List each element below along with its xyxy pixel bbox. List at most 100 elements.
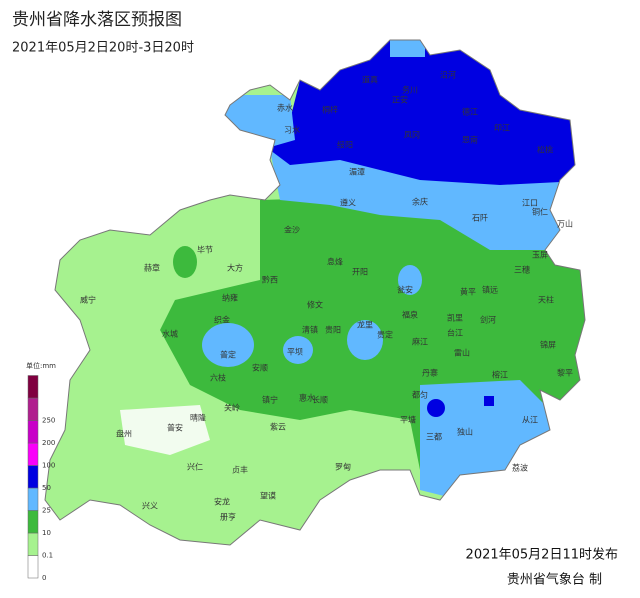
city-label: 册亨 [220, 512, 236, 522]
city-label: 三都 [426, 433, 442, 442]
city-label: 关岭 [224, 403, 240, 413]
city-label: 三穗 [514, 265, 530, 275]
city-label: 正安 [392, 95, 408, 105]
legend-label: 200 [42, 439, 55, 447]
city-label: 清镇 [302, 325, 318, 335]
city-label: 罗甸 [335, 462, 351, 472]
city-label: 绥阳 [337, 140, 353, 150]
city-label: 榕江 [492, 370, 508, 380]
city-label: 惠水 [299, 393, 315, 403]
city-label: 台江 [447, 328, 463, 338]
city-label: 锦屏 [540, 340, 556, 350]
city-label: 毕节 [197, 245, 213, 255]
city-label: 麻江 [412, 337, 428, 347]
city-label: 贵阳 [325, 325, 341, 335]
legend-label: 50 [42, 484, 51, 492]
area-heavy-rain [390, 40, 425, 57]
city-label: 万山 [557, 219, 573, 229]
city-label: 纳雍 [222, 293, 238, 303]
city-label: 普定 [220, 350, 236, 360]
city-label: 大方 [227, 263, 243, 273]
city-label: 印江 [494, 124, 510, 133]
area-heavy-rain [202, 323, 254, 367]
city-label: 思南 [462, 135, 478, 145]
city-label: 威宁 [80, 295, 96, 305]
city-label: 雷山 [454, 348, 470, 358]
city-label: 赤水 [277, 103, 293, 113]
area-heavy-rain [398, 265, 422, 295]
legend-label: 0 [42, 574, 46, 582]
legend-swatch [27, 442, 39, 466]
city-label: 盘州 [116, 429, 132, 439]
city-label: 黄平 [460, 287, 476, 297]
area-heavy-rain [347, 320, 383, 360]
city-label: 松桃 [537, 145, 553, 155]
legend-swatch [27, 397, 39, 421]
city-label: 息烽 [327, 257, 343, 267]
agency: 贵州省气象台 制 [507, 572, 602, 588]
city-label: 福泉 [402, 310, 418, 320]
legend: 0 0.1 10 25 50 100 200 250 [27, 375, 55, 582]
city-label: 黎平 [557, 368, 573, 378]
title: 贵州省降水落区预报图 [12, 10, 182, 30]
city-label: 长顺 [312, 395, 328, 405]
legend-label: 10 [42, 529, 51, 537]
city-label: 赫章 [144, 263, 160, 273]
city-label: 玉屏 [532, 251, 548, 260]
legend-swatch [27, 375, 39, 399]
legend-swatch [27, 510, 39, 534]
area-rainstorm [427, 399, 445, 417]
city-label: 都匀 [412, 390, 428, 400]
city-label: 丹寨 [422, 368, 438, 378]
city-label: 贞丰 [232, 465, 248, 475]
city-label: 平塘 [400, 415, 416, 425]
city-label: 六枝 [210, 373, 226, 383]
city-label: 习水 [284, 125, 300, 135]
city-label: 镇远 [482, 285, 498, 295]
city-label: 天柱 [538, 295, 554, 305]
city-label: 从江 [522, 416, 538, 425]
city-label: 江口 [522, 199, 538, 208]
city-label: 金沙 [284, 225, 300, 235]
legend-label: 100 [42, 462, 55, 470]
subtitle: 2021年05月2日20时-3日20时 [12, 41, 194, 56]
city-label: 望谟 [260, 491, 276, 501]
legend-swatch [27, 532, 39, 556]
city-label: 兴义 [142, 502, 158, 511]
area-heavy-rain [283, 336, 313, 364]
city-label: 剑河 [480, 315, 496, 325]
city-label: 道真 [362, 75, 378, 85]
city-label: 德江 [462, 107, 478, 117]
city-label: 沿河 [440, 70, 456, 80]
legend-swatch [27, 555, 39, 579]
city-label: 织金 [214, 315, 230, 325]
city-label: 龙里 [357, 320, 373, 330]
city-label: 兴仁 [187, 462, 203, 472]
legend-label: 0.1 [42, 552, 53, 560]
city-label: 水城 [162, 329, 178, 339]
city-label: 安龙 [214, 497, 230, 507]
city-label: 普安 [167, 423, 183, 433]
legend-label: 25 [42, 507, 51, 515]
city-label: 铜仁 [532, 207, 548, 217]
city-label: 石阡 [472, 214, 488, 223]
city-label: 安顺 [252, 363, 268, 373]
legend-swatch [27, 465, 39, 489]
city-label: 遵义 [340, 198, 356, 208]
city-label: 黔西 [262, 275, 278, 285]
city-label: 开阳 [352, 268, 368, 277]
city-label: 瓮安 [397, 285, 413, 295]
city-label: 贵定 [377, 330, 393, 340]
city-label: 余庆 [412, 197, 428, 207]
city-label: 荔波 [512, 463, 528, 473]
area-moderate-rain [173, 246, 197, 278]
city-label: 平坝 [287, 348, 303, 357]
legend-swatch [27, 487, 39, 511]
area-no-rain [120, 405, 210, 455]
city-label: 晴隆 [190, 413, 206, 423]
city-label: 凯里 [447, 313, 463, 323]
